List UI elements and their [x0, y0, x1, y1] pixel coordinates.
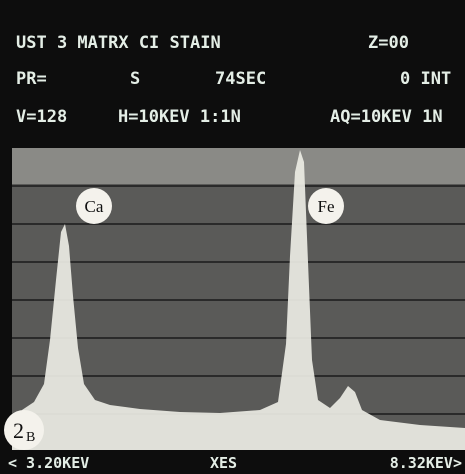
footer-text: 8.32KEV> [390, 454, 462, 472]
header-text: V=128 [16, 107, 67, 127]
header-text: Z=00 [368, 33, 409, 53]
peak-label: Ca [85, 197, 104, 216]
header-text: S [130, 69, 140, 89]
header-text: UST 3 MATRX CI STAIN [16, 33, 221, 53]
header-text: PR= [16, 69, 47, 89]
footer-text: < 3.20KEV [8, 454, 89, 472]
header-text: 74SEC [215, 69, 266, 89]
header-text: AQ=10KEV 1N [330, 107, 443, 127]
peak-label: Fe [318, 197, 335, 216]
header-text: 0 INT [400, 69, 451, 89]
marker-number: 2 [13, 418, 24, 443]
marker-sub: B [26, 430, 35, 445]
header-text: H=10KEV 1:1N [118, 107, 241, 127]
page: UST 3 MATRX CI STAIN Z=00 PR= S 74SEC 0 … [0, 0, 465, 474]
top-band [12, 148, 465, 184]
display: UST 3 MATRX CI STAIN Z=00 PR= S 74SEC 0 … [0, 0, 465, 474]
label-circle [4, 410, 44, 450]
footer-text: XES [210, 454, 237, 472]
